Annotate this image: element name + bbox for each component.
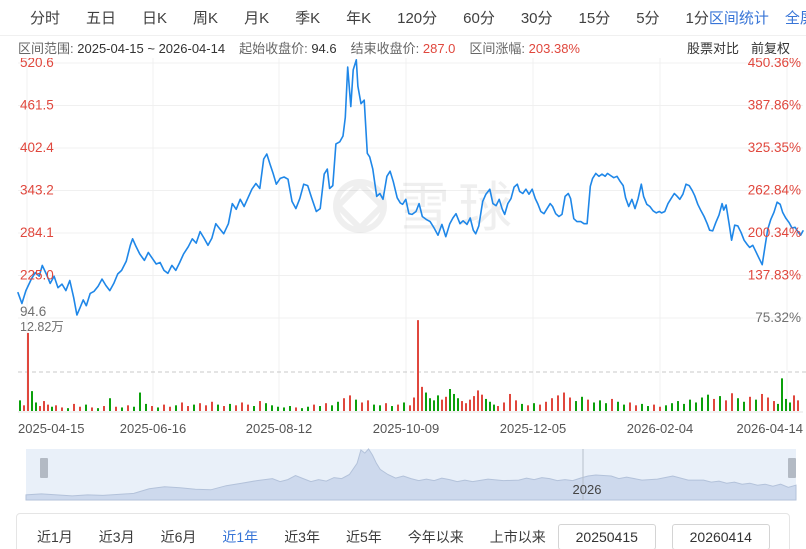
watermark-text: 雪球 (396, 178, 520, 238)
period-tab-8[interactable]: 120分 (397, 10, 438, 27)
range-label: 区间范围: (18, 40, 74, 56)
range-button-1[interactable]: 近1月 (37, 529, 73, 545)
end-close-label: 结束收盘价: (350, 40, 420, 56)
end-date-box[interactable]: 20260414 (671, 524, 770, 549)
period-tab-10[interactable]: 30分 (520, 10, 553, 27)
end-close-value: 287.0 (422, 40, 456, 56)
period-tab-11[interactable]: 15分 (578, 10, 611, 27)
y-left-min-label: 94.6 (20, 304, 46, 319)
navigator-year-label: 2026 (573, 482, 602, 497)
range-button-7[interactable]: 今年以来 (407, 529, 464, 545)
volume-max-label: 12.82万 (20, 320, 64, 334)
price-volume-chart[interactable]: 雪球 520.6 461.5 402.4 343.2 284.1 225.0 94.6 450.… (0, 55, 806, 442)
period-tab-9[interactable]: 60分 (463, 10, 495, 27)
gridlines (18, 58, 803, 411)
x-tick-label: 2025-06-16 (120, 421, 187, 436)
range-button-5[interactable]: 近3年 (284, 529, 320, 545)
y-left-price-label: 461.5 (20, 98, 54, 113)
y-left-price-label: 343.2 (20, 183, 54, 198)
y-right-percent-label: 75.32% (755, 310, 801, 325)
period-tab-5[interactable]: 月K (244, 10, 270, 27)
y-left-price-label: 284.1 (20, 225, 54, 240)
range-footer: 近1月 近3月 近6月 近1年 近3年 近5年 今年以来 上市以来 20250415 2026… (16, 513, 790, 549)
y-right-percent-label: 200.34% (748, 225, 801, 240)
navigator-left-handle[interactable] (40, 458, 48, 478)
range-value: 2025-04-15 ~ 2026-04-14 (77, 40, 226, 56)
x-tick-label: 2025-10-09 (373, 421, 440, 436)
fullscreen-link[interactable]: 全屏显示 (784, 10, 806, 27)
period-tab-12[interactable]: 5分 (636, 10, 660, 27)
adjust-mode-link[interactable]: 前复权 (750, 40, 790, 56)
period-tabs: 分时 五日 日K 周K 月K 季K 年K 120分 60分 30分 15分 5分 1分 (30, 7, 709, 28)
y-right-percent-label: 450.36% (748, 58, 801, 70)
period-tab-7[interactable]: 年K (346, 10, 372, 27)
x-tick-label: 2025-04-15 (18, 421, 85, 436)
navigator-area (25, 448, 797, 501)
range-button-6[interactable]: 近5年 (345, 529, 382, 545)
stock-compare-link[interactable]: 股票对比 (686, 40, 739, 56)
x-tick-label: 2025-08-12 (246, 421, 313, 436)
start-close-label: 起始收盘价: (239, 40, 308, 56)
x-tick-label: 2026-04-14 (737, 421, 804, 436)
price-line (17, 58, 804, 316)
range-change-value: 203.38% (528, 40, 580, 56)
range-change-label: 区间涨幅: (469, 40, 526, 56)
range-button-2[interactable]: 近3月 (98, 529, 135, 545)
y-right-percent-label: 262.84% (748, 183, 801, 198)
range-info-bar: 区间范围: 2025-04-15 ~ 2026-04-14 起始收盘价: 94.… (0, 36, 806, 58)
range-buttons: 近1月 近3月 近6月 近1年 近3年 近5年 今年以来 上市以来 (37, 527, 546, 547)
interval-stats-link[interactable]: 区间统计 (708, 10, 769, 27)
start-date-box[interactable]: 20250415 (557, 524, 656, 549)
axis-labels: 520.6 461.5 402.4 343.2 284.1 225.0 94.6 450.36… (18, 55, 804, 436)
navigator-right-handle[interactable] (788, 458, 796, 478)
period-tab-1[interactable]: 分时 (30, 10, 61, 27)
toolbar-links: 区间统计全屏显示 (709, 7, 806, 28)
start-close-value: 94.6 (311, 40, 337, 56)
period-tab-13[interactable]: 1分 (685, 10, 709, 27)
period-tab-6[interactable]: 季K (295, 10, 321, 27)
period-tab-4[interactable]: 周K (193, 10, 219, 27)
range-navigator[interactable]: 2026 (0, 447, 806, 503)
xueqiu-watermark: 雪球 (333, 178, 520, 238)
y-left-price-label: 402.4 (20, 140, 54, 155)
range-button-8[interactable]: 上市以来 (489, 529, 546, 545)
volume-bars (19, 320, 799, 411)
period-tab-3[interactable]: 日K (142, 10, 168, 27)
x-tick-label: 2025-12-05 (500, 421, 567, 436)
range-button-4[interactable]: 近1年 (222, 529, 259, 545)
period-toolbar: 分时 五日 日K 周K 月K 季K 年K 120分 60分 30分 15分 5分 1分 区间统计全屏显示 (0, 0, 806, 36)
y-right-percent-label: 325.35% (748, 140, 801, 155)
y-right-percent-label: 387.86% (748, 98, 801, 113)
y-left-price-label: 520.6 (20, 58, 54, 70)
range-button-3[interactable]: 近6月 (160, 529, 197, 545)
y-right-percent-label: 137.83% (748, 268, 801, 283)
y-left-price-label: 225.0 (20, 268, 54, 283)
period-tab-2[interactable]: 五日 (86, 10, 117, 27)
x-tick-label: 2026-02-04 (627, 421, 694, 436)
